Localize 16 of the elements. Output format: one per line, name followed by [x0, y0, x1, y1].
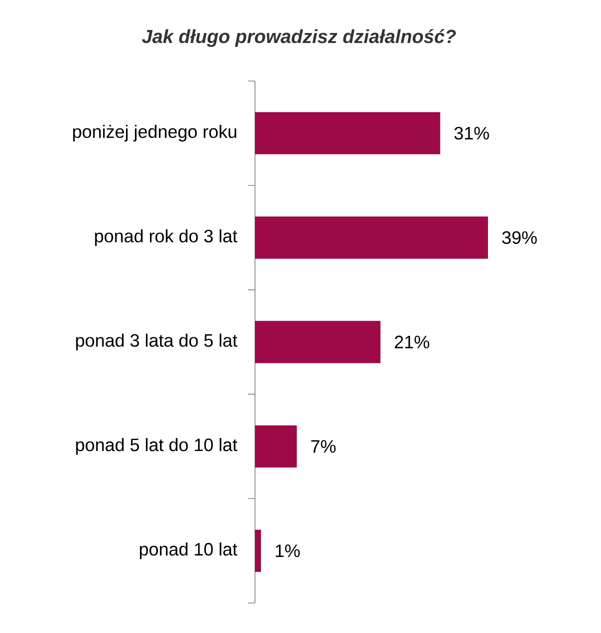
data-label: 39%: [502, 231, 537, 244]
data-label: 1%: [276, 544, 300, 558]
chart-title: Jak długo prowadzisz działalność?: [142, 29, 456, 47]
y-tick-label: ponad 10 lat: [140, 542, 238, 560]
bar: [255, 112, 440, 154]
data-label: 31%: [454, 126, 489, 140]
data-label: 7%: [311, 440, 336, 453]
y-tick-label: ponad rok do 3 lat: [95, 229, 238, 246]
bar: [255, 320, 380, 364]
bar: [255, 530, 261, 572]
y-tick-label: ponad 3 lata do 5 lat: [76, 334, 238, 350]
data-label: 21%: [394, 336, 430, 348]
y-tick-label: ponad 5 lat do 10 lat: [76, 438, 238, 455]
y-tick-label: poniżej jednego roku: [73, 124, 236, 142]
bar: [255, 216, 488, 259]
bar: [255, 425, 297, 468]
